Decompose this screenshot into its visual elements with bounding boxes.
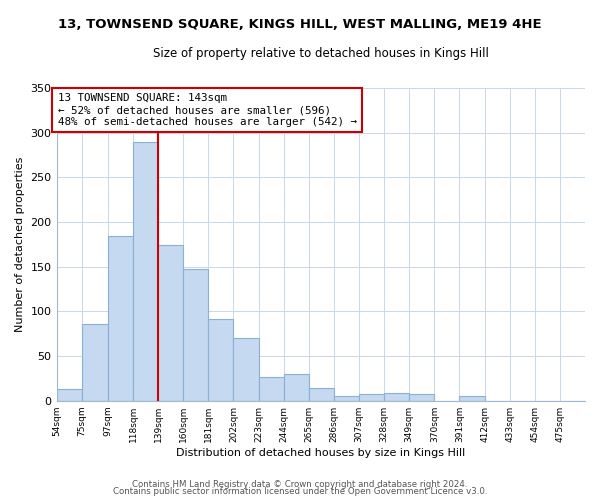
Bar: [56, 389, 82, 400]
Title: Size of property relative to detached houses in Kings Hill: Size of property relative to detached ho…: [153, 48, 489, 60]
Bar: [460, 396, 485, 400]
Bar: [158, 246, 183, 400]
Bar: [233, 338, 259, 400]
Bar: [284, 374, 309, 400]
Bar: [82, 324, 108, 400]
Y-axis label: Number of detached properties: Number of detached properties: [15, 156, 25, 332]
Bar: [183, 268, 208, 400]
Bar: [309, 388, 334, 400]
Bar: [108, 236, 133, 400]
Bar: [208, 318, 233, 400]
Bar: [359, 394, 384, 400]
Bar: [384, 392, 409, 400]
Bar: [259, 376, 284, 400]
X-axis label: Distribution of detached houses by size in Kings Hill: Distribution of detached houses by size …: [176, 448, 466, 458]
Bar: [133, 142, 158, 400]
Text: 13 TOWNSEND SQUARE: 143sqm
← 52% of detached houses are smaller (596)
48% of sem: 13 TOWNSEND SQUARE: 143sqm ← 52% of deta…: [58, 94, 357, 126]
Text: Contains HM Land Registry data © Crown copyright and database right 2024.: Contains HM Land Registry data © Crown c…: [132, 480, 468, 489]
Bar: [334, 396, 359, 400]
Text: Contains public sector information licensed under the Open Government Licence v3: Contains public sector information licen…: [113, 487, 487, 496]
Text: 13, TOWNSEND SQUARE, KINGS HILL, WEST MALLING, ME19 4HE: 13, TOWNSEND SQUARE, KINGS HILL, WEST MA…: [58, 18, 542, 30]
Bar: [409, 394, 434, 400]
